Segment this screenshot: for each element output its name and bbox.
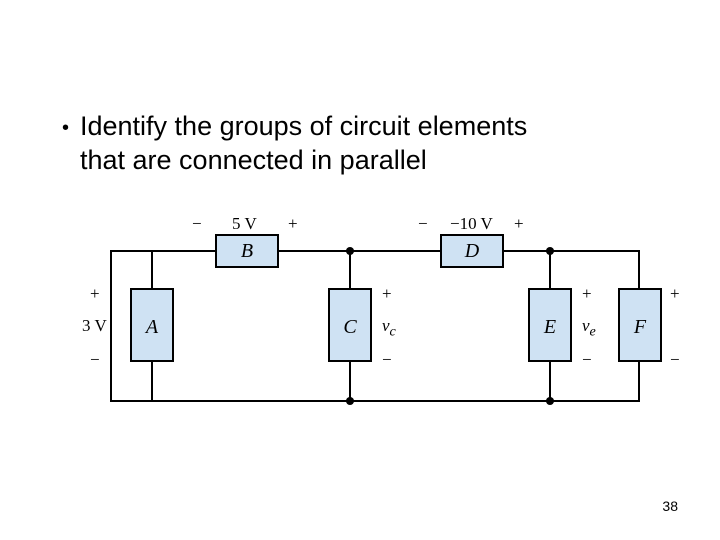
f-minus: −: [670, 350, 680, 370]
wire-a-top: [151, 250, 153, 288]
a-plus: +: [90, 284, 100, 304]
c-minus: −: [382, 350, 392, 370]
circuit-diagram: A B C D E F + 3 V − − 5 V + + vc − − −10…: [70, 210, 650, 430]
f-plus: +: [670, 284, 680, 304]
wire-bottom: [110, 400, 640, 402]
element-a: A: [130, 288, 174, 362]
wire-e-top: [549, 250, 551, 288]
element-e: E: [528, 288, 572, 362]
page-number: 38: [662, 498, 678, 514]
a-minus: −: [90, 350, 100, 370]
wire-c-bot: [349, 360, 351, 400]
bullet-line2: that are connected in parallel: [80, 145, 427, 175]
wire-e-bot: [549, 360, 551, 400]
c-plus: +: [382, 284, 392, 304]
b-plus: +: [288, 214, 298, 234]
element-b: B: [215, 234, 279, 268]
bullet-dot: •: [62, 116, 69, 141]
wire-top-2: [279, 250, 440, 252]
bullet-line1: Identify the groups of circuit elements: [80, 111, 527, 141]
e-plus: +: [582, 284, 592, 304]
e-value: ve: [582, 316, 596, 340]
node-mid-top: [346, 247, 354, 255]
wire-left-v: [110, 250, 112, 402]
b-minus: −: [192, 214, 202, 234]
d-plus: +: [514, 214, 524, 234]
element-f: F: [618, 288, 662, 362]
wire-a-bot: [151, 360, 153, 400]
wire-top-1: [110, 250, 215, 252]
element-c: C: [328, 288, 372, 362]
d-value: −10 V: [450, 214, 493, 234]
e-minus: −: [582, 350, 592, 370]
d-minus: −: [418, 214, 428, 234]
b-value: 5 V: [232, 214, 257, 234]
wire-c-top: [349, 250, 351, 288]
node-mid-bot: [346, 397, 354, 405]
element-d: D: [440, 234, 504, 268]
c-value: vc: [382, 316, 396, 340]
node-e-bot: [546, 397, 554, 405]
a-value: 3 V: [82, 316, 107, 336]
bullet-text: • Identify the groups of circuit element…: [80, 110, 527, 178]
wire-top-3: [504, 250, 640, 252]
node-e-top: [546, 247, 554, 255]
